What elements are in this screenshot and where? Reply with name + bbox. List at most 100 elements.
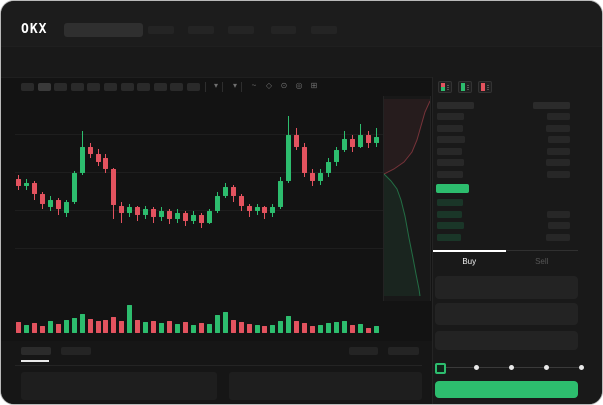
trade-input-skeleton[interactable] (435, 276, 578, 299)
timeframe-button[interactable] (37, 83, 51, 91)
timeframe-button[interactable] (104, 83, 117, 91)
volume-bar (286, 316, 292, 333)
fullscreen-icon[interactable]: ⊞ (310, 81, 318, 90)
orders-history-section (1, 341, 432, 404)
bid-row-price[interactable] (437, 199, 463, 206)
volume-bar (357, 324, 363, 333)
volume-bar (79, 314, 85, 333)
timeframe-button[interactable] (137, 83, 151, 91)
bid-row-price[interactable] (437, 233, 461, 241)
chart-type-dropdown[interactable]: ▾ (232, 81, 237, 90)
ask-row-amount (546, 124, 570, 132)
candle-body (167, 211, 173, 219)
slider-stop-dot[interactable] (579, 365, 584, 370)
candle-body (286, 135, 292, 181)
timeframe-button[interactable] (70, 83, 84, 91)
interval-dropdown[interactable]: ▾ (213, 81, 218, 90)
timeframe-button[interactable] (153, 83, 167, 91)
volume-bar (55, 324, 61, 333)
candle-body (294, 135, 300, 147)
tab-sell[interactable]: Sell (535, 256, 549, 266)
trade-input-skeleton[interactable] (435, 331, 578, 350)
gridline (15, 248, 383, 249)
volume-bar (71, 318, 77, 333)
candle-body (230, 186, 236, 196)
candle-body (198, 215, 204, 223)
camera-icon[interactable]: ⊙ (280, 81, 288, 90)
search-input[interactable] (64, 23, 143, 37)
nav-link-skeleton[interactable] (188, 26, 214, 34)
history-filter-skeleton[interactable] (388, 347, 419, 355)
candle-body (182, 213, 188, 221)
ask-row-price[interactable] (437, 124, 463, 132)
slider-handle[interactable] (435, 363, 446, 374)
timeframe-button[interactable] (87, 83, 101, 91)
active-tab-underline (21, 360, 49, 362)
ask-row-price[interactable] (437, 147, 462, 155)
bid-row-price[interactable] (437, 222, 464, 230)
book-combined-icon[interactable] (438, 81, 452, 93)
trade-input-skeleton[interactable] (435, 303, 578, 325)
timeframe-button[interactable] (170, 83, 184, 91)
candle-body (127, 207, 133, 214)
volume-bar (349, 325, 355, 333)
toolbar-divider (241, 82, 242, 92)
timeframe-button[interactable] (54, 83, 68, 91)
candle-body (63, 201, 69, 214)
book-bids-icon[interactable] (458, 81, 472, 93)
asks-depth-line (384, 100, 430, 175)
book-asks-icon[interactable] (478, 81, 492, 93)
volume-bar (310, 326, 316, 333)
volume-bar (302, 323, 308, 333)
toolbar-divider (205, 82, 206, 92)
nav-link-skeleton[interactable] (311, 26, 337, 34)
volume-bar (294, 321, 300, 333)
timeframe-button[interactable] (21, 83, 34, 91)
volume-bar (143, 322, 149, 333)
orderbook-trade-panel: Buy Sell (432, 77, 602, 404)
gridline (15, 134, 383, 135)
candle-body (103, 158, 109, 170)
history-tab[interactable] (21, 347, 51, 355)
candlestick-chart[interactable] (15, 101, 383, 291)
nav-link-skeleton[interactable] (228, 26, 254, 34)
settings-icon[interactable]: ◎ (295, 81, 303, 90)
tag-icon[interactable]: ◇ (265, 81, 273, 90)
history-tab[interactable] (61, 347, 91, 355)
indicator-line-icon[interactable]: ~ (251, 81, 257, 90)
trade-tabs: Buy Sell (433, 250, 578, 271)
timeframe-button[interactable] (120, 83, 134, 91)
tab-buy[interactable]: Buy (433, 250, 506, 271)
volume-bar (127, 305, 133, 333)
bids-depth-line (384, 173, 421, 297)
history-filter-skeleton[interactable] (349, 347, 378, 355)
slider-stop-dot[interactable] (544, 365, 549, 370)
candle-body (214, 196, 220, 212)
ask-row-price[interactable] (437, 170, 463, 178)
nav-link-skeleton[interactable] (148, 26, 174, 34)
okx-logo[interactable]: OKX (21, 22, 48, 37)
slider-stop-dot[interactable] (509, 365, 514, 370)
bid-row-price[interactable] (437, 210, 462, 218)
volume-bar (365, 328, 371, 333)
volume-bar (151, 321, 157, 333)
nav-link-skeleton[interactable] (271, 26, 296, 34)
candle-body (238, 196, 244, 206)
candle-body (341, 139, 347, 151)
slider-stop-dot[interactable] (474, 365, 479, 370)
volume-bar (111, 317, 117, 333)
volume-bar (198, 323, 204, 333)
ask-row-amount (547, 113, 570, 120)
candle-body (39, 194, 45, 204)
buy-submit-button[interactable] (435, 381, 578, 398)
ask-row-price[interactable] (437, 136, 465, 143)
ask-row-price[interactable] (437, 113, 464, 120)
candle-body (159, 211, 165, 217)
timeframe-button[interactable] (187, 83, 200, 91)
volume-bar (63, 320, 69, 333)
volume-bar (222, 312, 228, 333)
ask-row-price[interactable] (437, 159, 464, 166)
candle-body (23, 182, 29, 187)
last-price-bar[interactable] (436, 184, 469, 193)
